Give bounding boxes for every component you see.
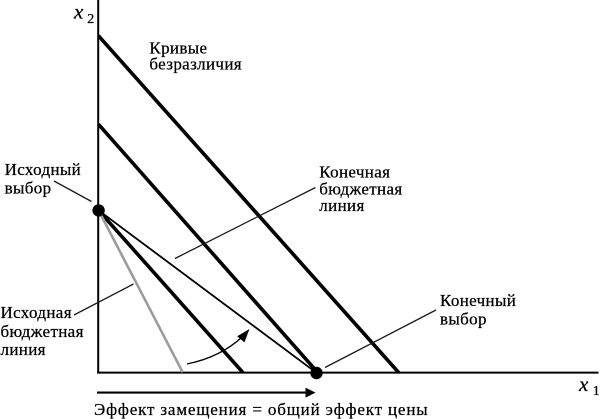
svg-text:Конечный: Конечный [440, 291, 516, 310]
svg-text:безразличия: безразличия [149, 54, 242, 73]
svg-text:выбор: выбор [5, 178, 52, 197]
svg-text:линия: линия [1, 340, 46, 359]
svg-text:бюджетная: бюджетная [319, 180, 402, 199]
svg-text:бюджетная: бюджетная [1, 322, 84, 341]
svg-text:Исходный: Исходный [5, 160, 82, 179]
svg-text:2: 2 [87, 12, 94, 27]
svg-text:Эффект замещения = общий эффек: Эффект замещения = общий эффект цены [94, 400, 429, 419]
svg-text:x: x [578, 372, 589, 396]
svg-text:x: x [73, 0, 84, 24]
svg-text:1: 1 [593, 384, 600, 399]
svg-text:Конечная: Конечная [319, 163, 390, 182]
svg-text:Кривые: Кривые [149, 38, 207, 57]
svg-text:линия: линия [319, 196, 364, 215]
svg-text:выбор: выбор [440, 310, 487, 329]
svg-text:Исходная: Исходная [1, 303, 72, 322]
